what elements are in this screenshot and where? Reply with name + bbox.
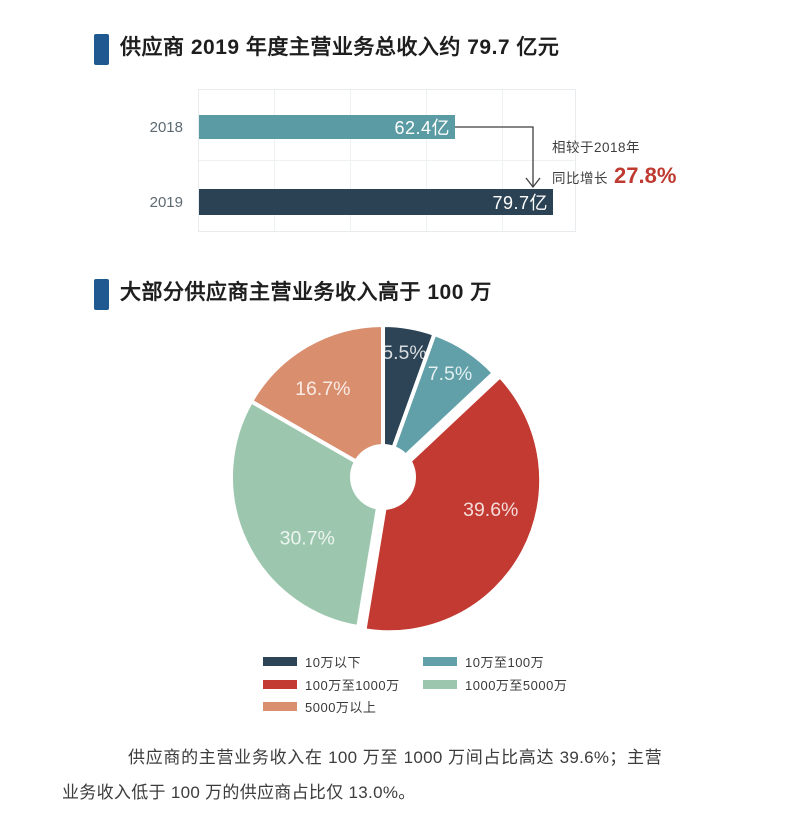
legend-swatch (423, 657, 457, 666)
legend-item-10m-to-50m: 1000万至5000万 (423, 678, 568, 693)
pie-slice-3 (229, 399, 385, 629)
pie-slice-4 (249, 323, 385, 479)
pie-slice-label-1: 7.5% (428, 363, 472, 385)
pie-slice-label-4: 16.7% (295, 378, 350, 400)
donut-hole (350, 444, 416, 510)
pie-slice-label-2: 39.6% (463, 499, 518, 521)
donut-chart: 5.5%7.5% 39.6% 30.7% 16.7% (229, 323, 544, 635)
title-marker-icon (94, 279, 109, 310)
bar-2019-value-label: 79.7亿 (492, 193, 548, 213)
legend-label: 1000万至5000万 (465, 678, 568, 693)
legend-label: 5000万以上 (305, 700, 377, 715)
legend-label: 10万至100万 (465, 655, 545, 670)
pie-slice-2 (362, 374, 544, 635)
gridline (199, 160, 575, 161)
legend-label: 100万至1000万 (305, 678, 400, 693)
axis-label-2018: 2018 (149, 119, 183, 136)
growth-arrow-icon (455, 126, 541, 189)
bar-chart-plot-area (198, 89, 576, 232)
section1-title-text: 供应商 2019 年度主营业务总收入约 79.7 亿元 (120, 36, 560, 59)
legend-swatch (263, 702, 297, 711)
legend-item-1m-to-10m: 100万至1000万 (263, 678, 400, 693)
legend-item-100k-to-1m: 10万至100万 (423, 655, 545, 670)
section2-title-text: 大部分供应商主营业务收入高于 100 万 (120, 281, 492, 304)
bar-2019: 79.7亿 (199, 189, 553, 215)
legend-item-over-50m: 5000万以上 (263, 700, 377, 715)
bar-2018-value-label: 62.4亿 (394, 118, 450, 138)
bar-2018: 62.4亿 (199, 115, 455, 139)
legend-label: 10万以下 (305, 655, 361, 670)
annotation-prefix: 同比增长 (552, 171, 608, 186)
legend-item-under-100k: 10万以下 (263, 655, 361, 670)
annotation-line1: 相较于2018年 (552, 140, 641, 155)
section1-title: 供应商 2019 年度主营业务总收入约 79.7 亿元 (94, 31, 559, 65)
section2-title: 大部分供应商主营业务收入高于 100 万 (94, 276, 492, 310)
legend-swatch (423, 680, 457, 689)
growth-rate-value: 27.8% (614, 163, 677, 188)
pie-slice-label-0: 5.5% (382, 342, 426, 364)
pie-slice-label-3: 30.7% (280, 527, 335, 549)
legend-swatch (263, 680, 297, 689)
axis-label-2019: 2019 (149, 194, 183, 211)
pie-slice-1 (381, 331, 496, 479)
annotation-line2: 同比增长 27.8% (552, 163, 676, 189)
growth-annotation: 相较于2018年 同比增长 27.8% (552, 136, 676, 189)
legend-swatch (263, 657, 297, 666)
title-marker-icon (94, 34, 109, 65)
summary-paragraph: 供应商的主营业务收入在 100 万至 1000 万间占比高达 39.6%；主营业… (62, 748, 662, 802)
